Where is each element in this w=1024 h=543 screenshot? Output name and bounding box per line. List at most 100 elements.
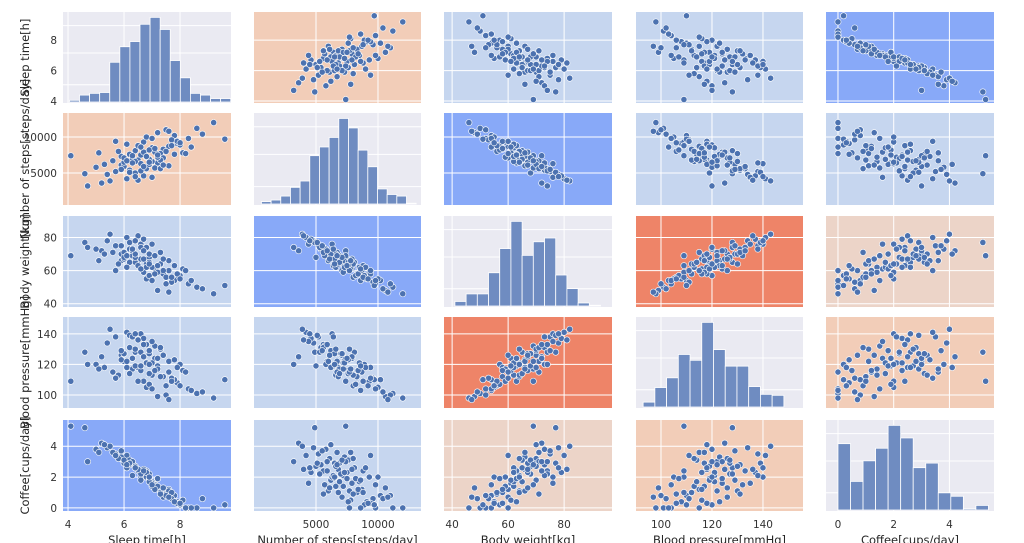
scatter-point [703, 464, 711, 472]
scatter-point [187, 143, 195, 151]
scatter-point [499, 137, 506, 145]
scatter-point [834, 394, 842, 402]
panel-bp-vs-sleep [63, 317, 231, 408]
scatter-point [349, 70, 357, 78]
scatter-point [734, 462, 741, 470]
scatter-point [898, 255, 906, 263]
scatter-point [982, 96, 990, 103]
scatter-point [695, 267, 703, 274]
x-tick-label: 6 [121, 519, 128, 531]
histogram-bar [69, 99, 80, 103]
histogram-bar [925, 462, 939, 511]
histogram-bar [677, 354, 691, 408]
scatter-point [115, 147, 122, 155]
scatter-point [524, 484, 532, 492]
scatter-point [693, 155, 701, 163]
scatter-point [834, 124, 842, 132]
scatter-point [948, 364, 956, 371]
scatter-point [199, 130, 206, 138]
scatter-point [300, 465, 307, 473]
scatter-point [873, 371, 881, 379]
scatter-point [845, 262, 853, 270]
scatter-point [868, 270, 875, 278]
scatter-point [145, 260, 153, 268]
scatter-point [221, 376, 229, 384]
scatter-point [106, 177, 114, 185]
scatter-point [318, 347, 326, 355]
scatter-point [379, 24, 387, 32]
scatter-point [723, 45, 731, 53]
scatter-point [746, 240, 754, 248]
scatter-point [655, 484, 662, 492]
scatter-point [649, 42, 657, 50]
scatter-point [734, 260, 741, 268]
scatter-point [734, 150, 741, 157]
scatter-point [165, 288, 173, 296]
scatter-point [555, 464, 562, 472]
panel-steps-vs-sleep [63, 113, 231, 205]
histogram-bar [689, 359, 703, 408]
scatter-point [868, 367, 875, 374]
scatter-point [538, 341, 546, 348]
scatter-point [929, 374, 937, 382]
x-tick-label: 100 [651, 519, 671, 531]
panel-sleep-vs-coffee [826, 12, 994, 103]
scatter-point [667, 135, 675, 142]
scatter-point [109, 368, 117, 376]
scatter-point [313, 64, 321, 71]
scatter-point [754, 245, 762, 253]
scatter-point [384, 42, 392, 50]
scatter-point [327, 441, 335, 449]
scatter-point [316, 58, 324, 65]
scatter-point [290, 86, 298, 94]
scatter-point [884, 362, 892, 370]
scatter-point [117, 242, 125, 250]
scatter-point [134, 336, 142, 344]
scatter-point [854, 154, 861, 162]
scatter-point [718, 475, 726, 483]
scatter-point [349, 44, 357, 52]
scatter-point [329, 245, 337, 253]
scatter-point [680, 96, 688, 103]
histogram-bar [159, 29, 171, 103]
scatter-point [123, 461, 131, 469]
scatter-point [95, 257, 103, 265]
scatter-point [680, 142, 688, 150]
scatter-point [513, 354, 520, 362]
scatter-point [923, 161, 931, 169]
scatter-point [348, 479, 356, 487]
scatter-point [744, 76, 752, 84]
scatter-point [347, 80, 355, 88]
scatter-point [342, 422, 350, 430]
scatter-point [106, 442, 114, 450]
scatter-point [92, 245, 100, 253]
histogram-bar [149, 16, 161, 103]
scatter-point [854, 351, 861, 359]
scatter-point [767, 177, 775, 185]
scatter-point [907, 140, 914, 148]
scatter-point [365, 473, 373, 481]
scatter-point [176, 275, 184, 283]
scatter-point [703, 38, 711, 46]
histogram-bar [386, 194, 398, 205]
scatter-point [918, 361, 925, 368]
scatter-point [851, 388, 859, 396]
scatter-point [507, 58, 515, 65]
scatter-point [842, 36, 850, 44]
panel-background [63, 420, 231, 511]
scatter-point [929, 267, 937, 274]
scatter-point [140, 138, 148, 146]
scatter-point [870, 255, 878, 263]
scatter-point [680, 41, 688, 49]
scatter-point [538, 56, 546, 64]
y-tick-label: 140 [37, 329, 57, 341]
scatter-point [538, 458, 546, 466]
scatter-point [357, 265, 365, 273]
scatter-point [657, 126, 665, 134]
scatter-point [210, 504, 218, 512]
scatter-point [300, 232, 307, 240]
scatter-point [731, 242, 739, 250]
scatter-point [84, 244, 92, 251]
scatter-point [538, 467, 546, 475]
histogram-bar [724, 365, 738, 408]
